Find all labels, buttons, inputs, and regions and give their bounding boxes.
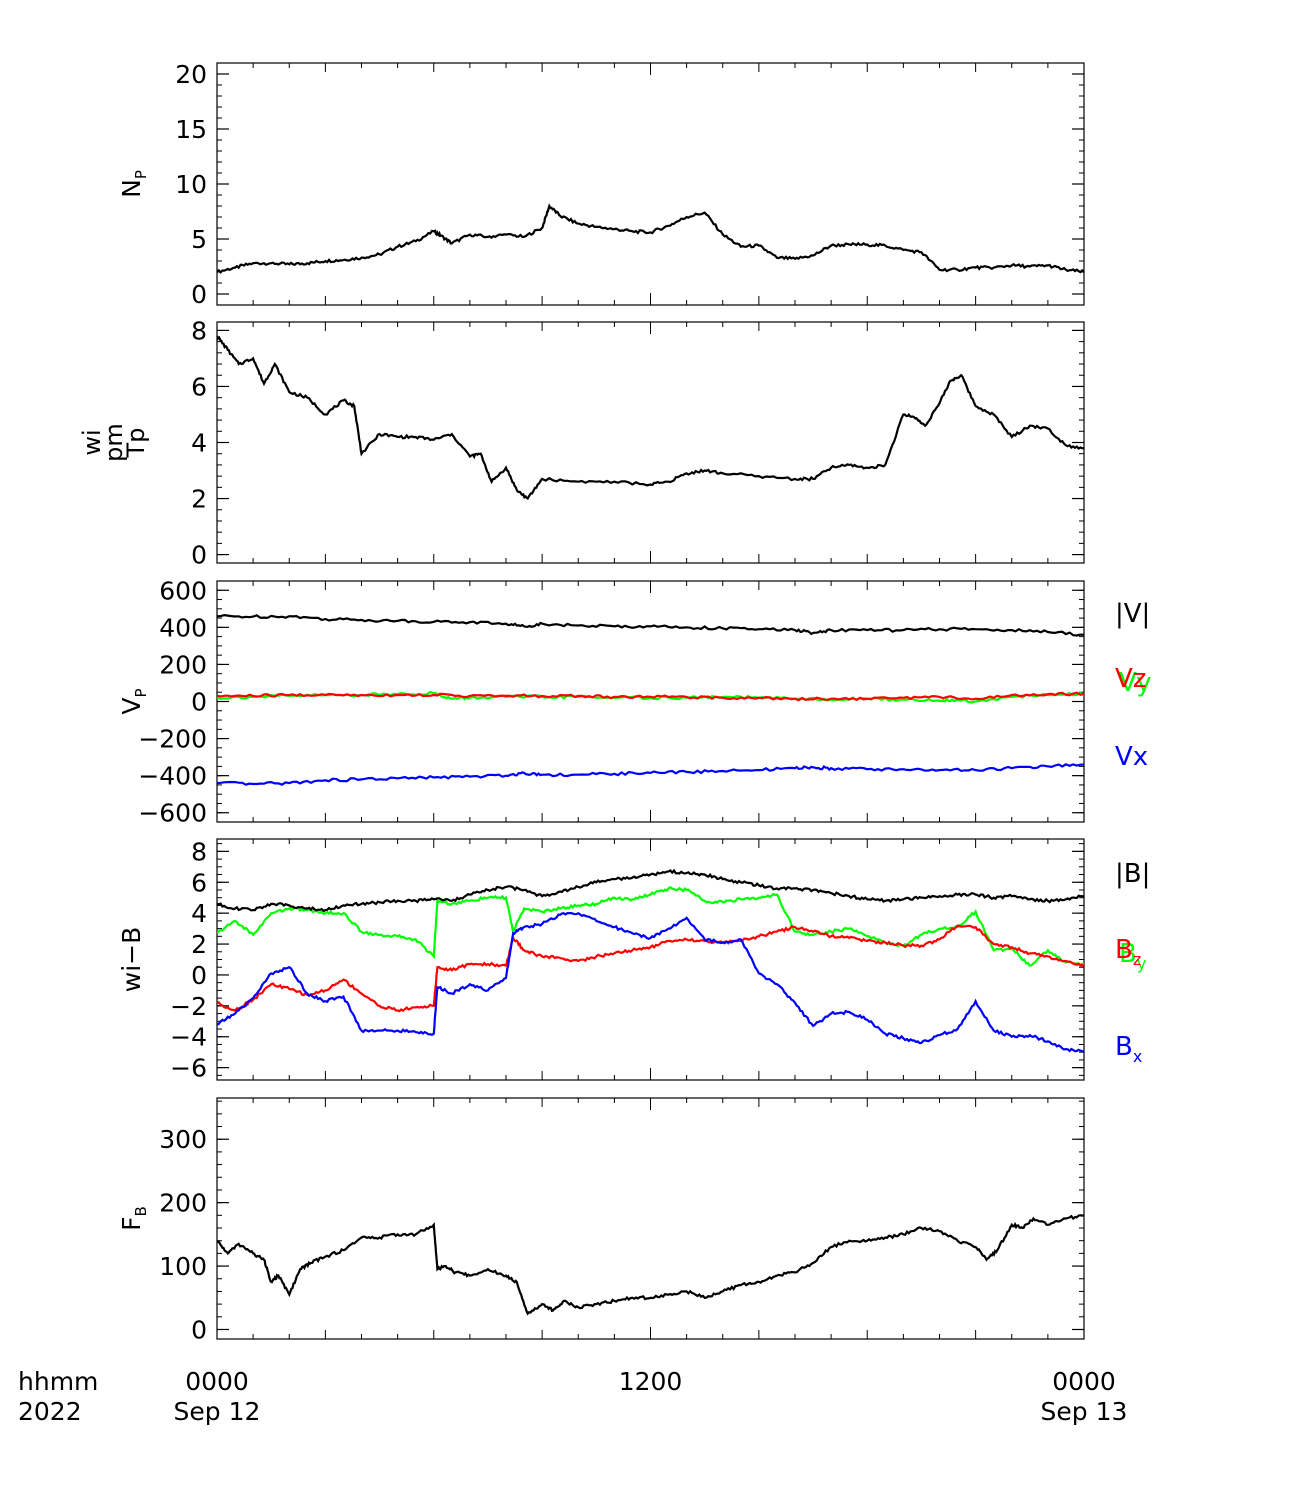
legend-label: |V| [1115,599,1150,629]
panel-frame [216,1097,1085,1340]
legend-label-shadow: Vy [1119,668,1151,698]
y-tick-label: 0 [191,961,207,990]
series-line [217,1214,1084,1316]
y-tick-label: −400 [138,762,207,791]
time-axis-label-year: 2022 [18,1397,82,1426]
time-tick-label: 1200 [619,1367,683,1396]
y-tick-label: 0 [191,688,207,717]
y-tick-label: 5 [191,225,207,254]
time-tick-date: Sep 12 [174,1397,261,1426]
y-tick-label: 6 [191,372,207,401]
panel-frame [216,321,1085,564]
series-line-by [217,885,1084,967]
panel-1: 0 5 10 15 20 NP [117,60,1085,309]
y-tick-label: 10 [175,170,207,199]
y-tick-label: −2 [170,992,207,1021]
series-line [217,335,1084,501]
y-tick-label: −200 [138,725,207,754]
y-tick-label: −4 [170,1023,207,1052]
y-tick-label: −600 [138,799,207,828]
time-tick-label: 0000 [1052,1367,1116,1396]
y-axis-label-part: wi [78,429,106,455]
panel-5: 0 100 200 300 FB [117,1097,1085,1344]
time-tick-date: Sep 13 [1041,1397,1128,1426]
series-line-b [217,868,1084,913]
y-tick-label: 2 [191,485,207,514]
y-axis-label: VP [117,688,150,714]
legend-label: Vz [1115,664,1146,694]
y-tick-label: 600 [159,576,207,605]
y-tick-label: 4 [191,429,207,458]
y-tick-label: 0 [191,541,207,570]
panels: 05101520NP02468wipmTp−600−400−2000200400… [78,60,1151,1344]
y-axis-label: FB [117,1206,150,1231]
y-tick-label: 15 [175,115,207,144]
y-axis-label: NP [117,170,150,198]
series-line-bx [217,911,1084,1054]
y-tick-label: 300 [159,1125,207,1154]
y-axis-label-part: Tp [122,428,150,459]
y-tick-label: 20 [175,60,207,89]
y-tick-label: 8 [191,316,207,345]
y-tick-label: 200 [159,650,207,679]
legend-label: Bx [1115,1032,1142,1066]
legend-label: |B| [1115,859,1150,889]
y-axis-label: wi−B [117,927,146,993]
series-line [217,203,1084,275]
y-tick-label: −6 [170,1054,207,1083]
y-tick-label: 6 [191,868,207,897]
y-tick-label: 0 [191,280,207,309]
series-line-v [217,613,1084,637]
y-tick-label: 8 [191,837,207,866]
time-tick-label: 0000 [185,1367,249,1396]
series-line-bz [217,924,1084,1013]
series-line-vz [217,691,1084,702]
legend-label: Bz [1115,935,1141,969]
y-tick-label: 200 [159,1189,207,1218]
legend-label: Vx [1115,742,1148,772]
y-axis-label-part: pm [100,423,128,462]
legend-label-shadow: By [1119,939,1146,973]
series-line-vx [217,763,1084,786]
y-tick-label: 400 [159,613,207,642]
y-tick-label: 100 [159,1252,207,1281]
y-tick-label: 2 [191,930,207,959]
y-tick-label: 4 [191,899,207,928]
y-tick-label: 0 [191,1315,207,1344]
time-axis-label-hhmm: hhmm [18,1367,98,1396]
